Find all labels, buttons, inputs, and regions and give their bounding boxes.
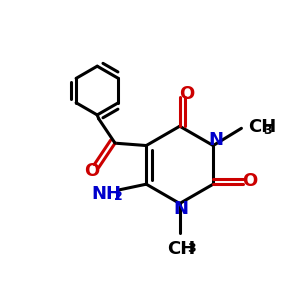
- Text: 2: 2: [114, 190, 123, 203]
- Text: CH: CH: [249, 118, 277, 136]
- Text: O: O: [85, 162, 100, 180]
- Text: N: N: [174, 200, 189, 218]
- Text: N: N: [208, 131, 223, 149]
- Text: NH: NH: [91, 185, 121, 203]
- Text: CH: CH: [167, 240, 195, 258]
- Text: O: O: [178, 85, 194, 103]
- Text: O: O: [242, 172, 257, 190]
- Text: 3: 3: [263, 124, 272, 137]
- Text: 3: 3: [187, 242, 196, 255]
